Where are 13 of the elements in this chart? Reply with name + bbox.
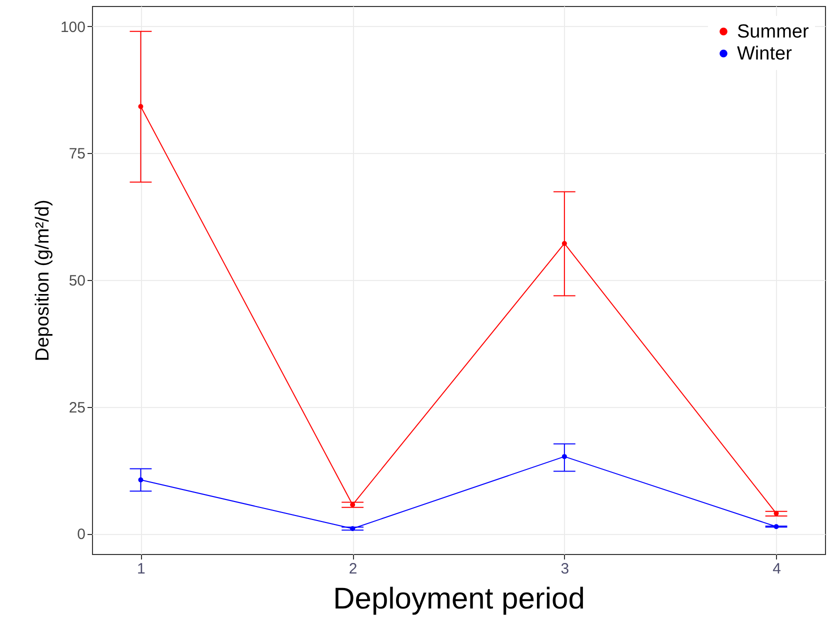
x-tick-label: 1: [137, 560, 146, 578]
y-tick-label: 50: [68, 272, 86, 290]
y-tick-label: 75: [68, 146, 86, 163]
x-tick-label: 4: [772, 560, 781, 578]
x-axis-title: Deployment period: [333, 582, 585, 616]
legend-label: Winter: [737, 44, 793, 64]
legend-label: Summer: [737, 22, 810, 42]
y-tick-label: 100: [60, 18, 86, 36]
y-tick-label: 0: [77, 526, 86, 544]
x-tick-label: 3: [560, 560, 570, 578]
y-axis-title: Deposition (g/m²/d): [32, 200, 54, 362]
y-tick-label: 25: [68, 399, 86, 416]
x-tick-label: 2: [348, 560, 358, 578]
